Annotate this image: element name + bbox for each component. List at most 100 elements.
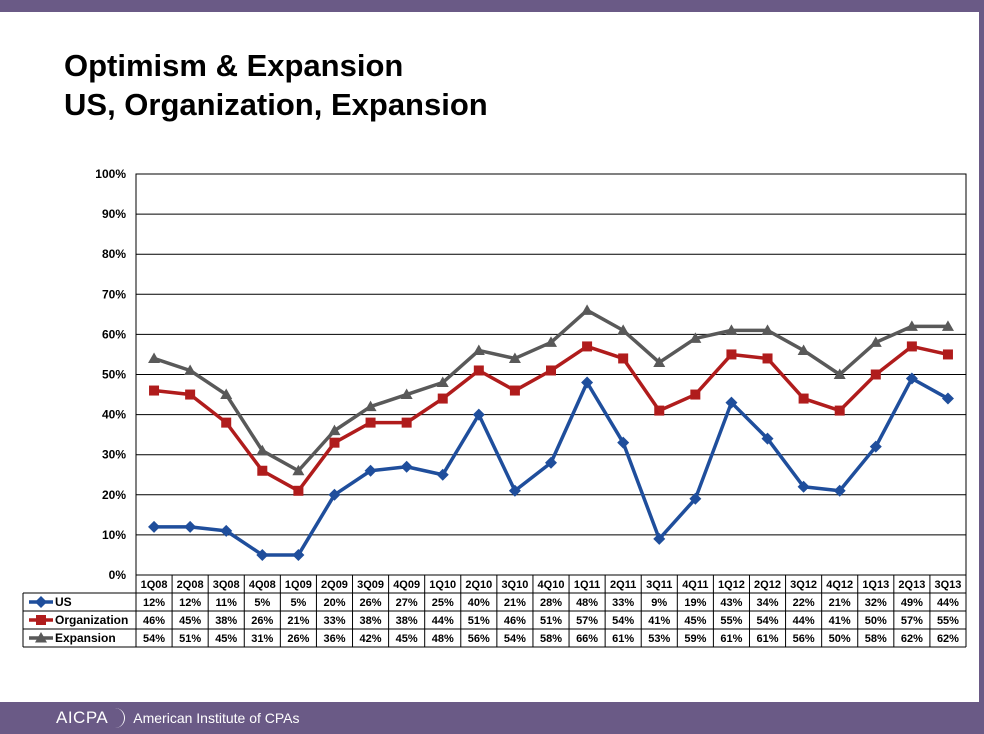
y-tick-label: 20% [102,488,126,502]
data-table-value: 66% [576,633,598,645]
data-point-organization [365,417,376,428]
data-point-expansion [256,444,269,456]
legend-label-organization: Organization [55,613,128,627]
data-point-expansion [184,364,197,375]
x-category-label: 1Q11 [574,579,600,591]
title-line-1: Optimism & Expansion [64,48,404,83]
data-point-us [689,492,702,505]
y-tick-label: 70% [102,287,126,301]
slide-title: Optimism & Expansion US, Organization, E… [64,46,488,124]
data-point-organization [185,389,196,400]
data-table-value: 43% [720,597,742,609]
logo-wordmark: AICPA [56,708,109,727]
title-line-2: US, Organization, Expansion [64,87,488,122]
data-point-organization [473,365,484,376]
data-point-organization [906,341,917,352]
data-table-value: 33% [323,615,345,627]
x-category-label: 3Q11 [646,579,672,591]
data-point-us [256,548,269,561]
data-point-expansion [545,336,557,347]
x-category-label: 4Q09 [393,579,420,591]
data-table-value: 21% [504,597,526,609]
data-point-organization [437,393,448,404]
x-category-label: 4Q08 [249,579,276,591]
top-banner [0,0,984,12]
y-tick-label: 50% [102,368,126,382]
data-point-us [833,484,846,497]
data-point-organization [329,437,340,448]
data-point-expansion [436,376,449,388]
x-category-label: 2Q10 [465,579,492,591]
data-table-value: 38% [360,615,382,627]
x-category-label: 4Q12 [826,579,853,591]
data-table-value: 44% [793,615,815,627]
data-point-expansion [725,324,738,335]
data-table-value: 41% [648,615,670,627]
data-table-value: 26% [287,633,309,645]
data-table-value: 22% [793,597,815,609]
data-table-value: 26% [251,615,273,627]
x-category-label: 1Q09 [285,579,312,591]
data-point-expansion [364,400,377,412]
x-category-label: 1Q13 [862,579,889,591]
data-point-us [328,488,341,501]
data-table-value: 54% [757,615,779,627]
data-table-value: 61% [757,633,779,645]
data-point-expansion [869,336,882,347]
data-table-value: 51% [179,633,201,645]
data-point-organization [509,385,520,396]
data-point-expansion [581,304,594,315]
data-table-value: 38% [396,615,418,627]
data-point-us [220,524,233,537]
data-table-value: 59% [684,633,706,645]
data-point-organization [401,417,412,428]
data-table-value: 34% [757,597,779,609]
data-point-expansion [797,344,810,355]
y-tick-label: 60% [102,327,126,341]
data-table-value: 28% [540,597,562,609]
x-category-label: 2Q09 [321,579,348,591]
data-table-value: 21% [287,615,309,627]
data-table-value: 19% [684,597,706,609]
data-point-organization [762,353,773,364]
data-table-value: 5% [254,597,270,609]
y-tick-label: 0% [109,568,127,582]
data-point-us [581,376,594,389]
data-point-expansion [833,368,846,379]
x-category-label: 3Q10 [501,579,528,591]
data-point-us [472,408,485,421]
data-table-value: 61% [720,633,742,645]
data-point-us [148,520,161,533]
data-table-value: 40% [468,597,490,609]
data-table-value: 21% [829,597,851,609]
data-table-value: 45% [179,615,201,627]
y-tick-label: 100% [95,167,126,181]
x-category-label: 2Q08 [177,579,204,591]
data-point-organization [149,385,160,396]
data-point-organization [257,465,268,476]
data-table-value: 62% [937,633,959,645]
data-point-expansion [328,424,341,436]
data-table-value: 45% [215,633,237,645]
data-table-value: 58% [540,633,562,645]
legend-marker-us [35,596,47,608]
data-point-us [292,548,305,561]
data-table-value: 48% [576,597,598,609]
data-point-us [545,456,557,469]
x-category-label: 4Q10 [538,579,565,591]
data-point-organization [546,365,556,376]
data-table-value: 49% [901,597,923,609]
data-table-value: 48% [432,633,454,645]
data-point-us [436,468,449,481]
data-table-value: 56% [793,633,815,645]
x-category-label: 3Q13 [934,579,961,591]
x-category-label: 2Q11 [610,579,636,591]
data-point-organization [582,341,593,352]
data-table-value: 55% [937,615,959,627]
data-table-value: 5% [290,597,306,609]
logo-swoosh-icon [112,708,126,728]
data-table-value: 46% [504,615,526,627]
x-category-label: 3Q09 [357,579,384,591]
data-point-expansion [148,352,161,363]
data-table-value: 45% [396,633,418,645]
